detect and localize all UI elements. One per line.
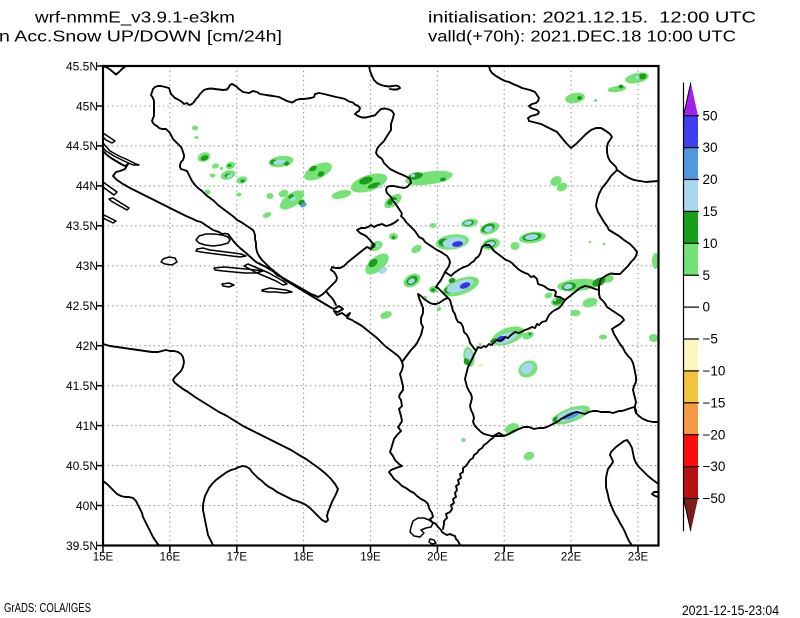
svg-text:−20: −20 xyxy=(703,427,726,442)
svg-text:initialisation: 2021.12.15. 1: initialisation: 2021.12.15. 12:00 UTC xyxy=(428,10,756,27)
svg-text:−30: −30 xyxy=(703,459,726,474)
svg-text:2021-12-15-23:04: 2021-12-15-23:04 xyxy=(682,603,779,618)
svg-text:40N: 40N xyxy=(76,499,98,513)
svg-text:−5: −5 xyxy=(703,332,718,347)
svg-text:−15: −15 xyxy=(703,395,726,410)
svg-text:10: 10 xyxy=(703,236,718,251)
svg-text:wrf-nmmE_v3.9.1-e3km: wrf-nmmE_v3.9.1-e3km xyxy=(34,10,235,27)
svg-text:17E: 17E xyxy=(227,552,248,564)
svg-text:42.5N: 42.5N xyxy=(66,299,98,313)
svg-text:valld(+70h): 2021.DEC.18 10:00: valld(+70h): 2021.DEC.18 10:00 UTC xyxy=(428,29,736,46)
svg-text:43N: 43N xyxy=(76,259,98,273)
svg-text:45N: 45N xyxy=(76,99,98,113)
svg-text:40.5N: 40.5N xyxy=(66,459,98,473)
svg-text:23E: 23E xyxy=(628,552,649,564)
svg-text:19E: 19E xyxy=(360,552,381,564)
svg-text:n Acc.Snow UP/DOWN [cm/24h]: n Acc.Snow UP/DOWN [cm/24h] xyxy=(0,29,282,46)
svg-text:44.5N: 44.5N xyxy=(66,139,98,153)
svg-text:41N: 41N xyxy=(76,419,98,433)
svg-text:45.5N: 45.5N xyxy=(66,59,98,73)
svg-text:GrADS: COLA/IGES: GrADS: COLA/IGES xyxy=(4,601,91,615)
svg-text:39.5N: 39.5N xyxy=(66,539,98,553)
svg-text:15E: 15E xyxy=(93,552,114,564)
svg-text:16E: 16E xyxy=(160,552,181,564)
svg-text:−50: −50 xyxy=(703,491,726,506)
svg-text:0: 0 xyxy=(703,300,711,315)
svg-text:18E: 18E xyxy=(293,552,314,564)
svg-text:15: 15 xyxy=(703,204,718,219)
svg-text:21E: 21E xyxy=(494,552,515,564)
svg-text:50: 50 xyxy=(703,108,718,123)
svg-text:20: 20 xyxy=(703,172,718,187)
svg-text:42N: 42N xyxy=(76,339,98,353)
svg-text:41.5N: 41.5N xyxy=(66,379,98,393)
svg-text:−10: −10 xyxy=(703,364,726,379)
svg-text:30: 30 xyxy=(703,140,718,155)
svg-text:5: 5 xyxy=(703,268,711,283)
svg-text:20E: 20E xyxy=(427,552,448,564)
svg-text:22E: 22E xyxy=(561,552,582,564)
svg-text:43.5N: 43.5N xyxy=(66,219,98,233)
svg-text:44N: 44N xyxy=(76,179,98,193)
